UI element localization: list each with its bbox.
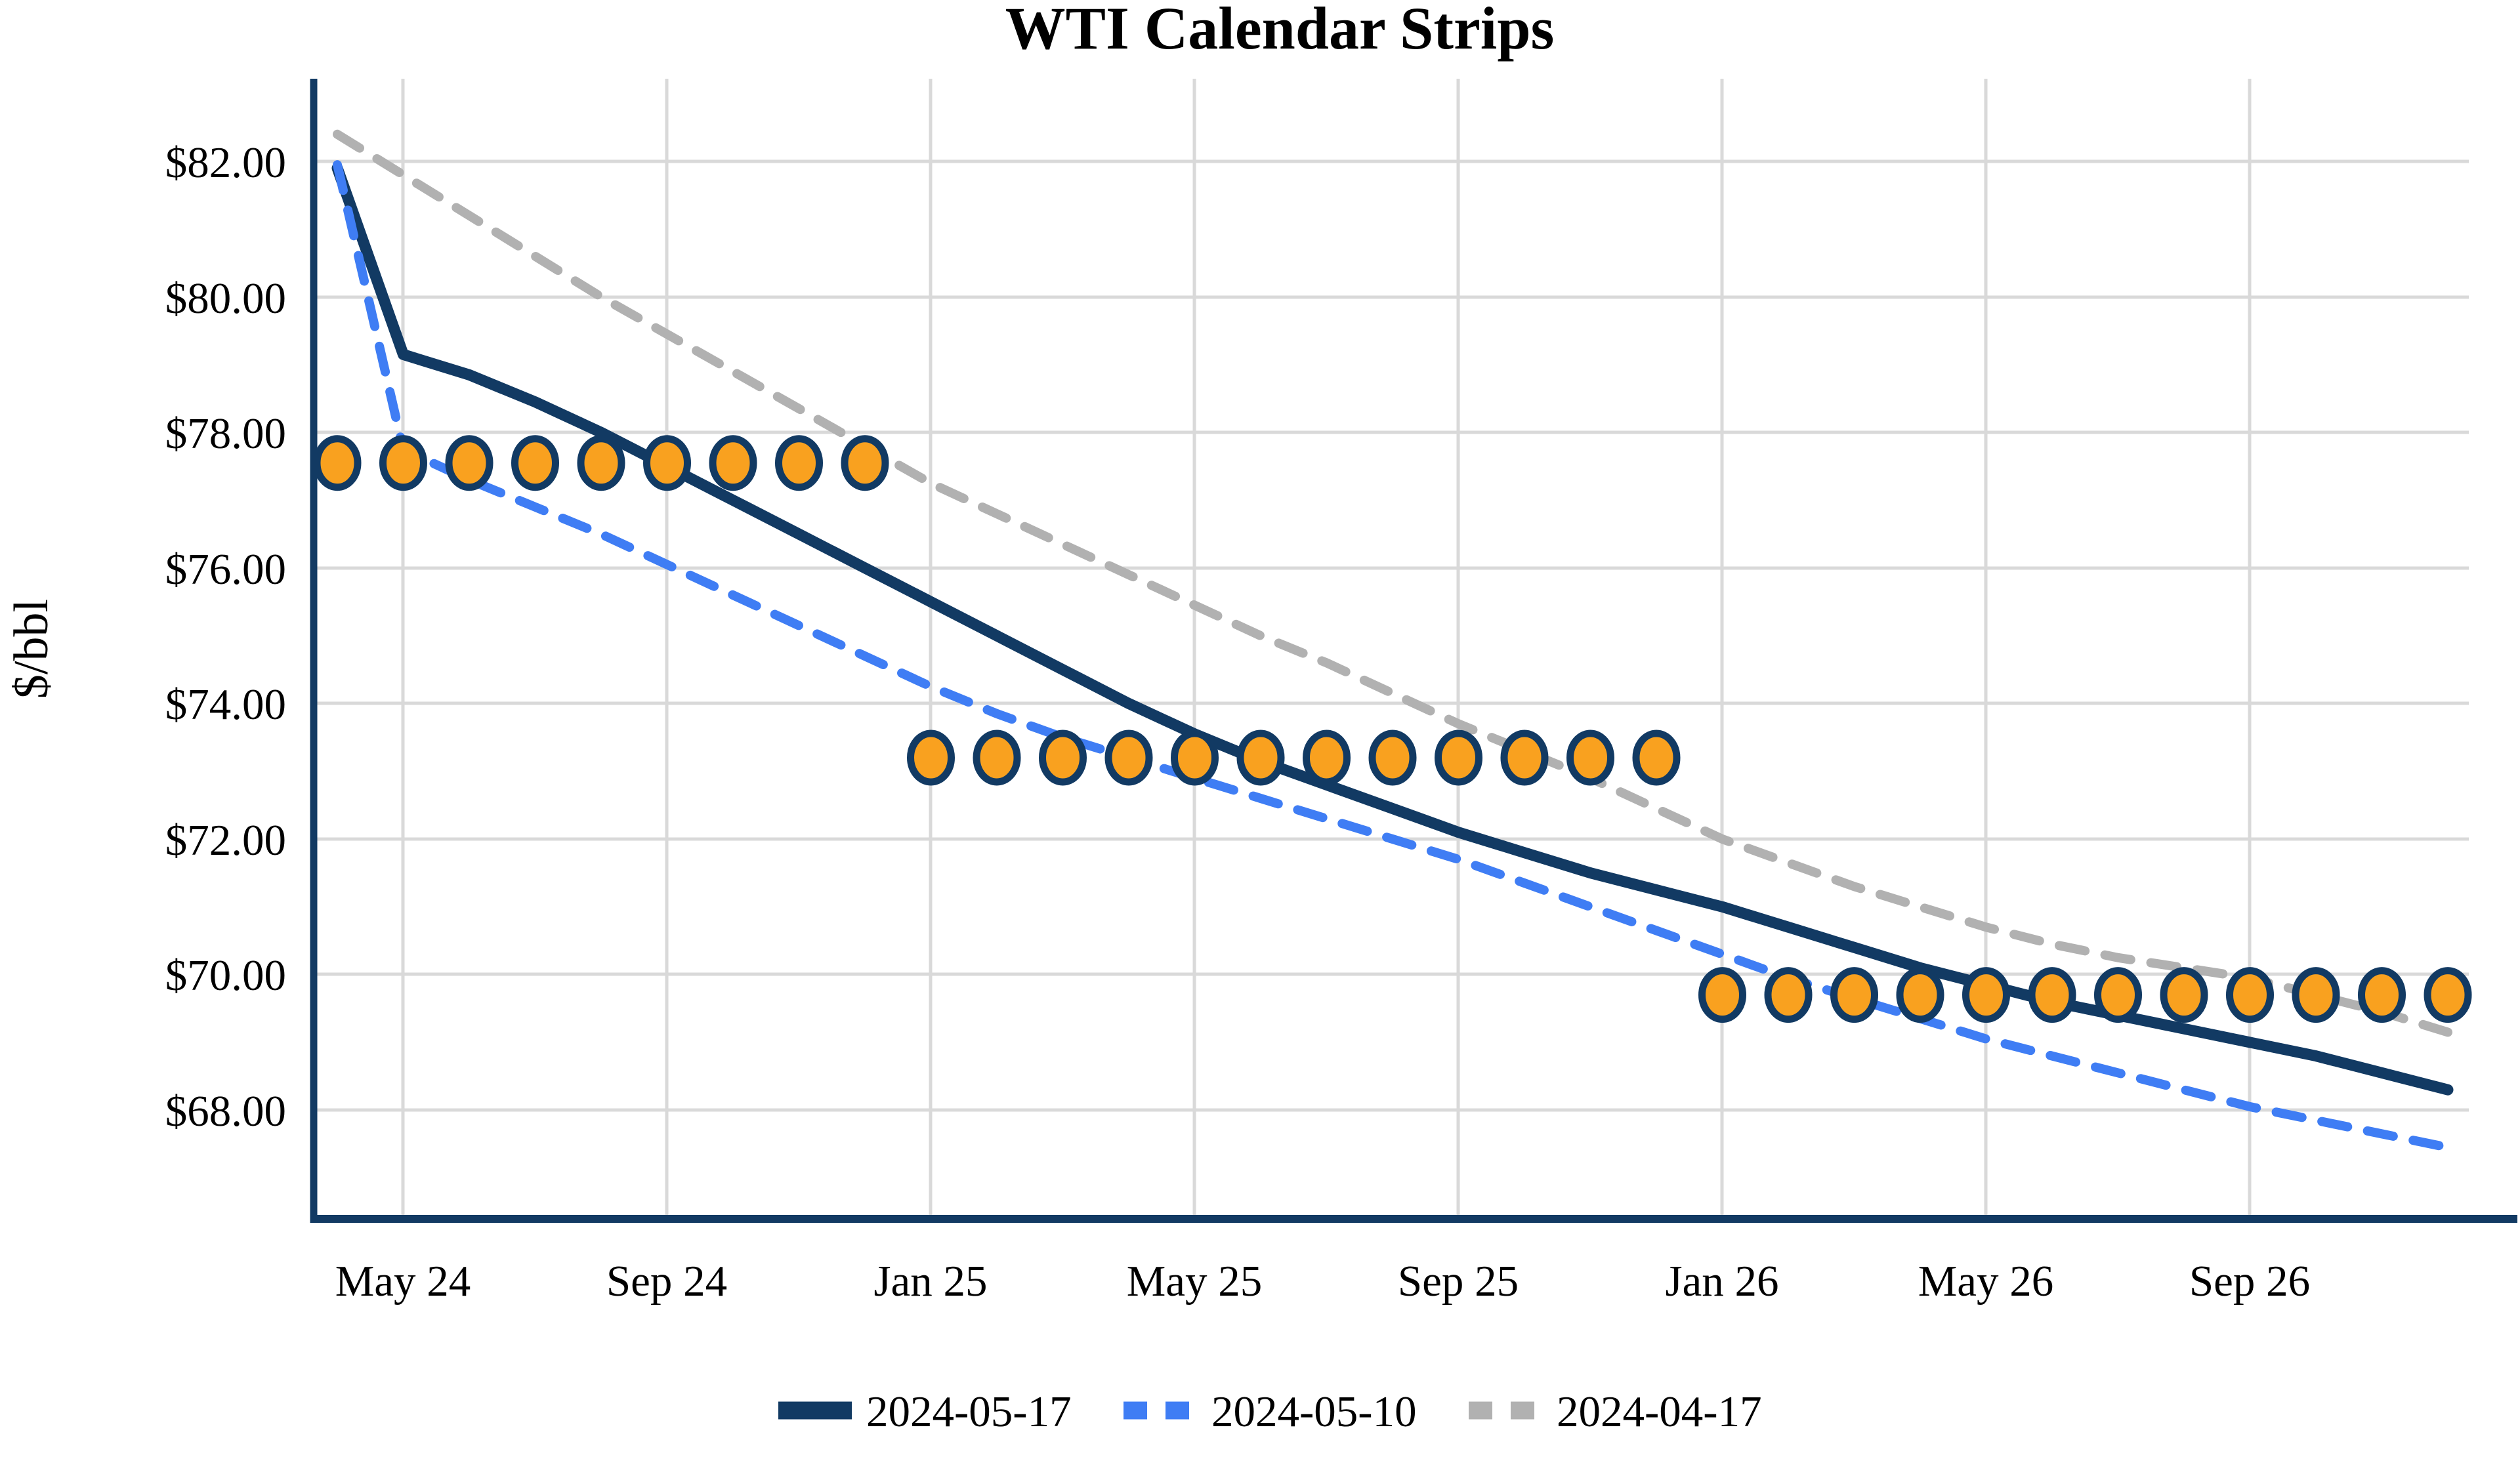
series-line-2024-04-17	[333, 129, 2452, 1037]
strip-marker-2024-10	[709, 435, 757, 491]
v-gridlines	[401, 79, 2252, 1219]
strip-marker-2025-06	[1236, 730, 1285, 786]
x-tick: Sep 26	[2189, 1257, 2310, 1305]
strip-marker-2025-12	[1632, 730, 1681, 786]
strip-marker-2026-05	[1962, 967, 2010, 1023]
y-tick: $76.00	[165, 545, 286, 594]
series-line-2024-05-10	[333, 160, 2452, 1152]
strip-marker-2025-05	[1171, 730, 1219, 786]
strip-marker-2026-09	[2226, 967, 2274, 1023]
strip-marker-2025-07	[1303, 730, 1351, 786]
strip-marker-2025-01	[907, 730, 955, 786]
y-tick-labels: $82.00 $80.00 $78.00 $76.00 $74.00 $72.0…	[165, 138, 286, 1136]
strip-marker-2026-02	[1764, 967, 1813, 1023]
legend-item-2024-04-17[interactable]: 2024-04-17	[1469, 1388, 1762, 1436]
legend-item-2024-05-10[interactable]: 2024-05-10	[1124, 1388, 1417, 1436]
x-tick-labels: May 24 Sep 24 Jan 25 May 25 Sep 25 Jan 2…	[335, 1257, 2310, 1305]
strip-marker-2026-12	[2424, 967, 2472, 1023]
y-tick: $72.00	[165, 816, 286, 865]
x-tick: Sep 25	[1398, 1257, 1519, 1305]
strip-marker-2026-10	[2292, 967, 2340, 1023]
calendar-strip-markers	[313, 435, 2472, 1023]
y-tick: $82.00	[165, 138, 286, 187]
strip-marker-2025-02	[973, 730, 1021, 786]
strip-marker-2025-10	[1500, 730, 1549, 786]
x-tick: Jan 25	[873, 1257, 987, 1305]
strip-marker-2024-08	[577, 435, 625, 491]
strip-marker-2024-07	[511, 435, 559, 491]
strip-marker-2026-07	[2094, 967, 2142, 1023]
y-tick: $70.00	[165, 951, 286, 1000]
strip-marker-2025-03	[1039, 730, 1087, 786]
strip-marker-2026-04	[1896, 967, 1944, 1023]
strip-marker-2026-11	[2358, 967, 2406, 1023]
strip-marker-2024-11	[775, 435, 823, 491]
x-tick: May 24	[335, 1257, 471, 1305]
legend: 2024-05-17 2024-05-10 2024-04-17	[778, 1388, 1762, 1436]
legend-label: 2024-05-17	[866, 1388, 1072, 1436]
y-tick: $68.00	[165, 1087, 286, 1136]
x-tick: Sep 24	[606, 1257, 727, 1305]
strip-marker-2026-03	[1830, 967, 1878, 1023]
strip-marker-2026-01	[1698, 967, 1746, 1023]
y-tick: $80.00	[165, 274, 286, 323]
strip-marker-2024-12	[841, 435, 889, 491]
x-tick: May 25	[1127, 1257, 1263, 1305]
strip-marker-2024-05	[379, 435, 427, 491]
x-tick: Jan 26	[1665, 1257, 1778, 1305]
strip-marker-2025-04	[1104, 730, 1153, 786]
legend-label: 2024-04-17	[1557, 1388, 1762, 1436]
h-gridlines	[314, 159, 2469, 1112]
strip-marker-2024-04	[313, 435, 362, 491]
strip-marker-2026-08	[2160, 967, 2208, 1023]
strip-marker-2025-11	[1566, 730, 1614, 786]
legend-item-2024-05-17[interactable]: 2024-05-17	[778, 1388, 1072, 1436]
strip-marker-2025-08	[1368, 730, 1417, 786]
x-tick: May 26	[1918, 1257, 2054, 1305]
axes	[310, 79, 2517, 1223]
strip-marker-2024-06	[445, 435, 494, 491]
y-axis-label: $/bbl	[5, 599, 58, 699]
strip-marker-2026-06	[2028, 967, 2076, 1023]
series-line-2024-05-17	[331, 162, 2454, 1096]
y-tick: $74.00	[165, 680, 286, 729]
chart-title: WTI Calendar Strips	[1005, 0, 1555, 62]
y-tick: $78.00	[165, 409, 286, 458]
strip-marker-2025-09	[1435, 730, 1482, 786]
series-lines	[331, 129, 2454, 1152]
strip-marker-2024-09	[643, 435, 691, 491]
legend-label: 2024-05-10	[1211, 1388, 1417, 1436]
